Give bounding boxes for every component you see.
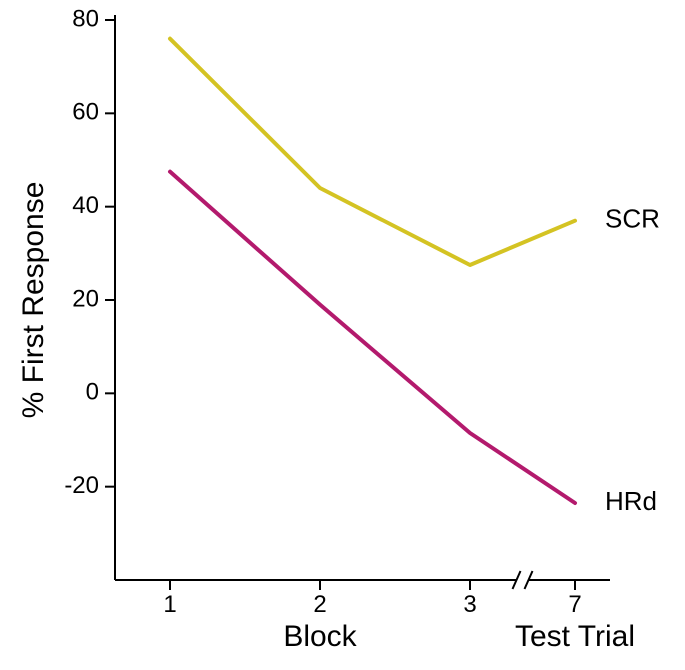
y-tick-label: 0: [86, 379, 99, 406]
x-tick-label: 3: [463, 591, 476, 618]
series-label-hrd: HRd: [605, 486, 657, 516]
y-tick-label: 60: [72, 99, 99, 126]
series-line-scr: [170, 39, 575, 265]
y-tick-label: 40: [72, 192, 99, 219]
x-axis-title: Test Trial: [515, 620, 635, 653]
x-axis-title: Block: [283, 620, 357, 653]
y-tick-label: 80: [72, 5, 99, 32]
x-tick-label: 1: [163, 591, 176, 618]
y-tick-label: -20: [64, 472, 99, 499]
chart-container: -20 0 20 40 60 80 % First Response 1 2 3 7 Block Tes…: [0, 0, 685, 670]
line-chart-svg: -20 0 20 40 60 80 % First Response 1 2 3 7 Block Tes…: [0, 0, 685, 670]
series-line-hrd: [170, 172, 575, 503]
y-axis-title: % First Response: [17, 182, 50, 419]
x-tick-label: 7: [568, 591, 581, 618]
x-tick-label: 2: [313, 591, 326, 618]
series-label-scr: SCR: [605, 204, 660, 234]
y-tick-label: 20: [72, 285, 99, 312]
